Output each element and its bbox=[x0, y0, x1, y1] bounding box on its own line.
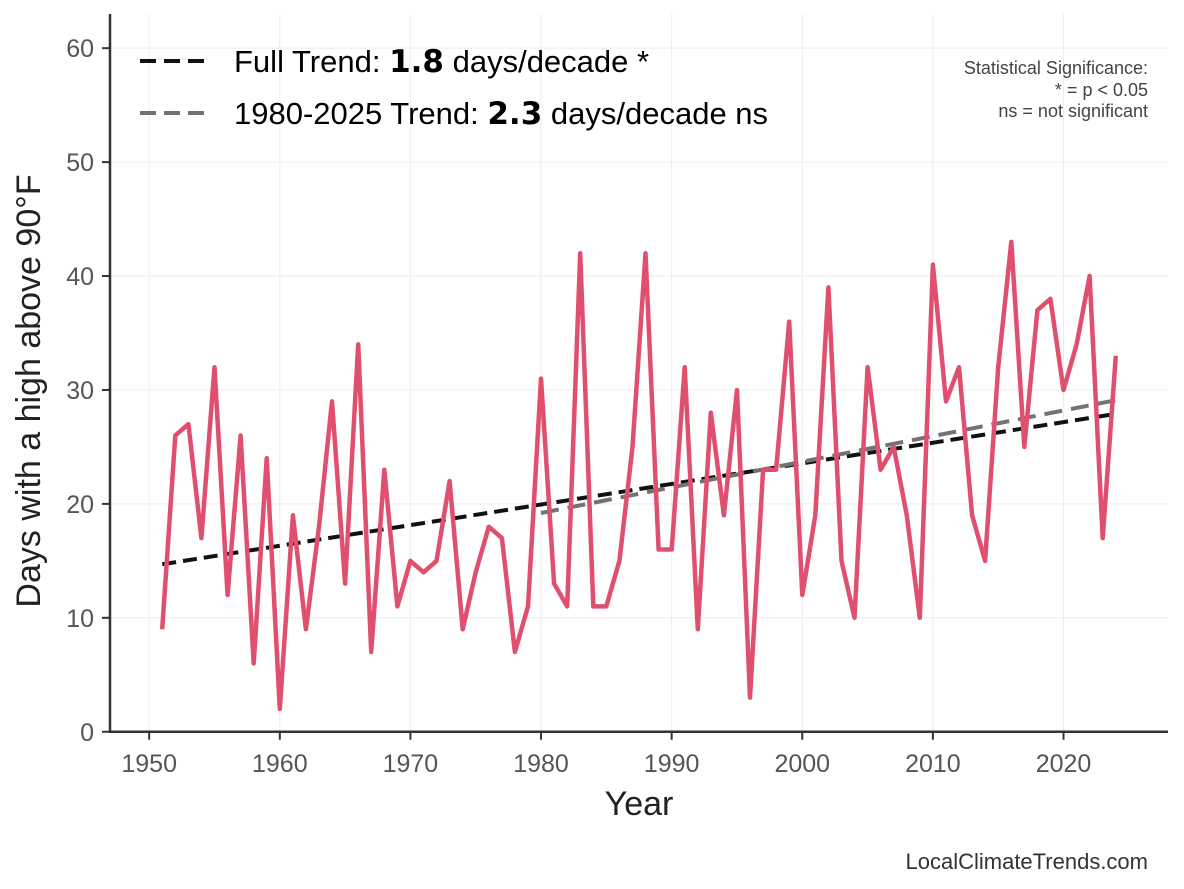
trend-line bbox=[540, 398, 1117, 515]
legend-label-full-trend: Full Trend: 1.8 days/decade * bbox=[234, 44, 649, 80]
x-tick-label: 2010 bbox=[905, 750, 961, 778]
grid bbox=[110, 14, 1168, 733]
x-axis-title: Year bbox=[605, 785, 674, 823]
data-series bbox=[159, 239, 1119, 712]
x-tick-label: 2000 bbox=[774, 750, 830, 778]
significance-note-line: * = p < 0.05 bbox=[1055, 80, 1148, 100]
series-line bbox=[159, 239, 1119, 712]
y-tick-label: 30 bbox=[66, 377, 94, 405]
x-tick-label: 1960 bbox=[252, 750, 308, 778]
legend-label-1980-trend: 1980-2025 Trend: 2.3 days/decade ns bbox=[234, 96, 768, 132]
y-tick-label: 10 bbox=[66, 605, 94, 633]
significance-note-line: ns = not significant bbox=[998, 101, 1148, 121]
y-tick-label: 60 bbox=[66, 35, 94, 63]
trend-lines bbox=[161, 398, 1117, 567]
significance-note-line: Statistical Significance: bbox=[964, 58, 1148, 78]
x-tick-label: 1990 bbox=[644, 750, 700, 778]
y-ticks: 0 10 20 30 40 50 60 bbox=[66, 35, 110, 747]
y-tick-label: 50 bbox=[66, 149, 94, 177]
x-tick-label: 1970 bbox=[383, 750, 439, 778]
x-tick-label: 2020 bbox=[1036, 750, 1092, 778]
trend-line bbox=[161, 411, 1117, 567]
x-tick-label: 1980 bbox=[513, 750, 569, 778]
y-axis-title: Days with a high above 90°F bbox=[10, 174, 48, 607]
y-tick-label: 0 bbox=[80, 719, 94, 747]
legend: Full Trend: 1.8 days/decade * 1980-2025 … bbox=[140, 44, 768, 132]
credit: LocalClimateTrends.com bbox=[906, 849, 1149, 874]
x-ticks: 1950 1960 1970 1980 1990 2000 2010 2020 bbox=[121, 731, 1092, 778]
axes bbox=[108, 14, 1168, 733]
x-tick-label: 1950 bbox=[121, 750, 177, 778]
y-tick-label: 40 bbox=[66, 263, 94, 291]
significance-note: Statistical Significance: * = p < 0.05 n… bbox=[964, 58, 1148, 121]
y-tick-label: 20 bbox=[66, 491, 94, 519]
